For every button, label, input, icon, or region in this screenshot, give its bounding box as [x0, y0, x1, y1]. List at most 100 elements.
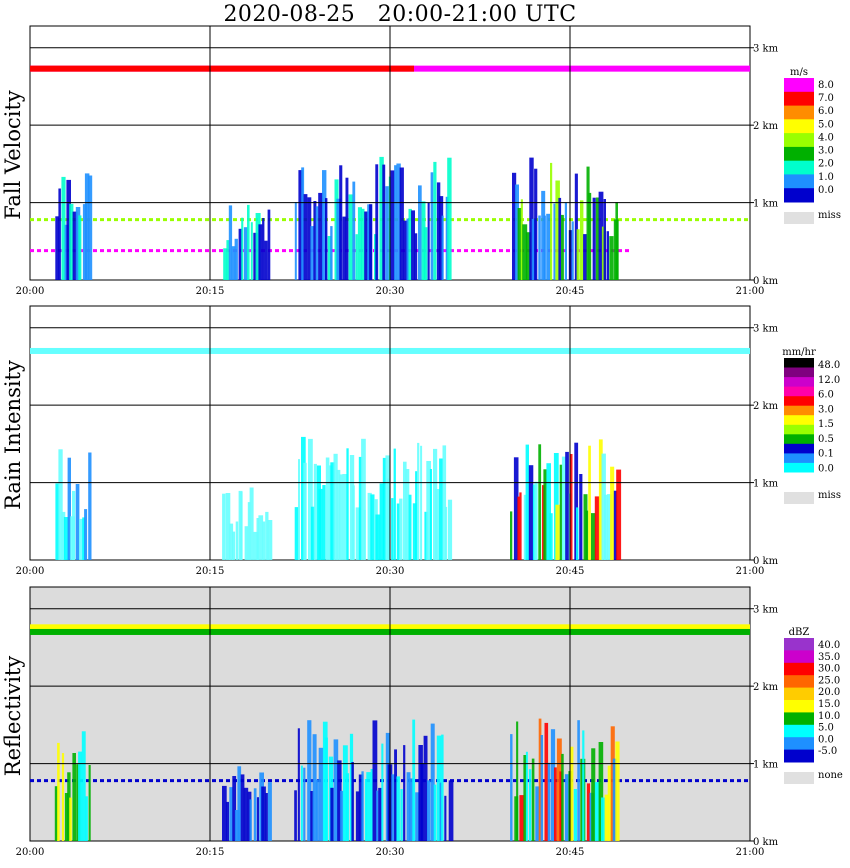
- precip-streak: [310, 791, 314, 841]
- precip-streak: [564, 202, 567, 280]
- precip-streak: [433, 784, 437, 841]
- precip-streak: [433, 161, 437, 280]
- precip-streak: [517, 208, 522, 280]
- precip-streak: [550, 162, 553, 280]
- precip-streak: [310, 506, 315, 560]
- precip-streak: [370, 494, 375, 560]
- colorbar-label: 2.0: [818, 159, 834, 170]
- precip-streak: [396, 503, 400, 560]
- y-tick-label: 1 km: [753, 199, 779, 210]
- precip-streak: [598, 191, 604, 280]
- colorbar-swatch: [784, 188, 814, 203]
- colorbar-swatch: [784, 405, 814, 416]
- precip-streak: [247, 502, 251, 560]
- precip-streak: [448, 780, 454, 841]
- precip-streak: [55, 483, 60, 560]
- precip-streak: [426, 461, 431, 560]
- precip-streak: [303, 462, 307, 560]
- precip-streak: [375, 164, 379, 280]
- precip-streak: [300, 765, 303, 841]
- colorbar-swatch: [784, 424, 814, 435]
- precip-cell-0: [55, 449, 92, 560]
- precip-streak: [439, 458, 444, 560]
- precip-streak: [265, 793, 268, 841]
- precip-streak: [442, 445, 447, 560]
- precip-streak: [240, 774, 245, 841]
- colorbar-swatch: [784, 472, 814, 483]
- precip-streak: [348, 194, 353, 280]
- precip-streak: [553, 203, 556, 280]
- precip-streak: [322, 170, 327, 280]
- y-axis-label: Reflectivity: [1, 656, 25, 777]
- precip-streak: [549, 513, 553, 560]
- precip-streak: [406, 772, 411, 841]
- precip-streak: [78, 751, 83, 841]
- precip-streak: [361, 208, 365, 280]
- x-tick-label: 20:45: [556, 847, 585, 858]
- colorbar-label: 35.0: [818, 652, 840, 663]
- colorbar-swatch: [784, 105, 814, 120]
- precip-streak: [510, 511, 513, 560]
- precip-streak: [420, 445, 423, 560]
- precip-streak: [531, 758, 535, 841]
- precip-streak: [606, 231, 609, 280]
- precip-streak: [297, 728, 300, 841]
- precip-streak: [313, 463, 317, 560]
- precip-streak: [394, 165, 397, 280]
- precip-streak: [364, 779, 368, 841]
- colorbar-swatch: [784, 724, 814, 738]
- precip-streak: [603, 199, 606, 280]
- precip-streak: [67, 457, 71, 560]
- precip-streak: [598, 439, 603, 560]
- colorbar-label: 20.0: [818, 687, 840, 698]
- precip-streak: [541, 190, 546, 280]
- precip-streak: [324, 737, 328, 841]
- precip-streak: [415, 792, 420, 841]
- precip-streak: [358, 456, 363, 560]
- precip-streak: [540, 735, 543, 841]
- precip-streak: [267, 520, 273, 560]
- colorbar-unit: dBZ: [789, 627, 810, 638]
- precip-streak: [525, 232, 531, 280]
- precip-streak: [534, 168, 538, 280]
- precip-streak: [336, 469, 341, 560]
- x-tick-label: 21:00: [736, 286, 765, 297]
- precip-cell-1: [222, 766, 272, 841]
- precip-streak: [342, 745, 348, 841]
- precip-streak: [378, 787, 382, 841]
- precip-streak: [556, 738, 562, 841]
- precip-streak: [408, 494, 412, 560]
- colorbar-label: 3.0: [818, 404, 834, 415]
- precip-streak: [336, 198, 342, 280]
- precip-streak: [316, 779, 319, 841]
- y-tick-label: 2 km: [753, 682, 779, 693]
- precip-streak: [576, 507, 579, 560]
- precip-streak: [591, 513, 596, 560]
- precip-streak: [243, 787, 249, 841]
- precip-streak: [313, 201, 317, 280]
- precip-streak: [61, 753, 65, 841]
- precip-streak: [298, 459, 300, 560]
- precip-streak: [228, 205, 233, 280]
- precip-streak: [406, 218, 409, 280]
- precip-streak: [415, 471, 418, 560]
- precip-streak: [430, 172, 434, 280]
- y-tick-label: 0 km: [753, 276, 779, 287]
- precip-streak: [262, 521, 266, 560]
- precip-streak: [340, 790, 344, 841]
- precip-streak: [255, 213, 261, 280]
- colorbar-swatch: [784, 712, 814, 726]
- precip-streak: [298, 170, 303, 280]
- precip-streak: [554, 767, 557, 841]
- precip-streak: [399, 498, 403, 560]
- panel-reflectivity: 20:00 20:15 20:30 20:45 21:000 km 1 km 2 km 3 k…: [1, 586, 843, 858]
- precip-streak: [515, 184, 519, 280]
- precip-streak: [264, 240, 268, 280]
- precip-streak: [243, 227, 248, 280]
- precip-streak: [565, 451, 569, 560]
- precip-streak: [225, 493, 231, 560]
- precip-cell-1: [223, 204, 271, 280]
- precip-streak: [601, 453, 606, 560]
- precip-streak: [57, 742, 60, 841]
